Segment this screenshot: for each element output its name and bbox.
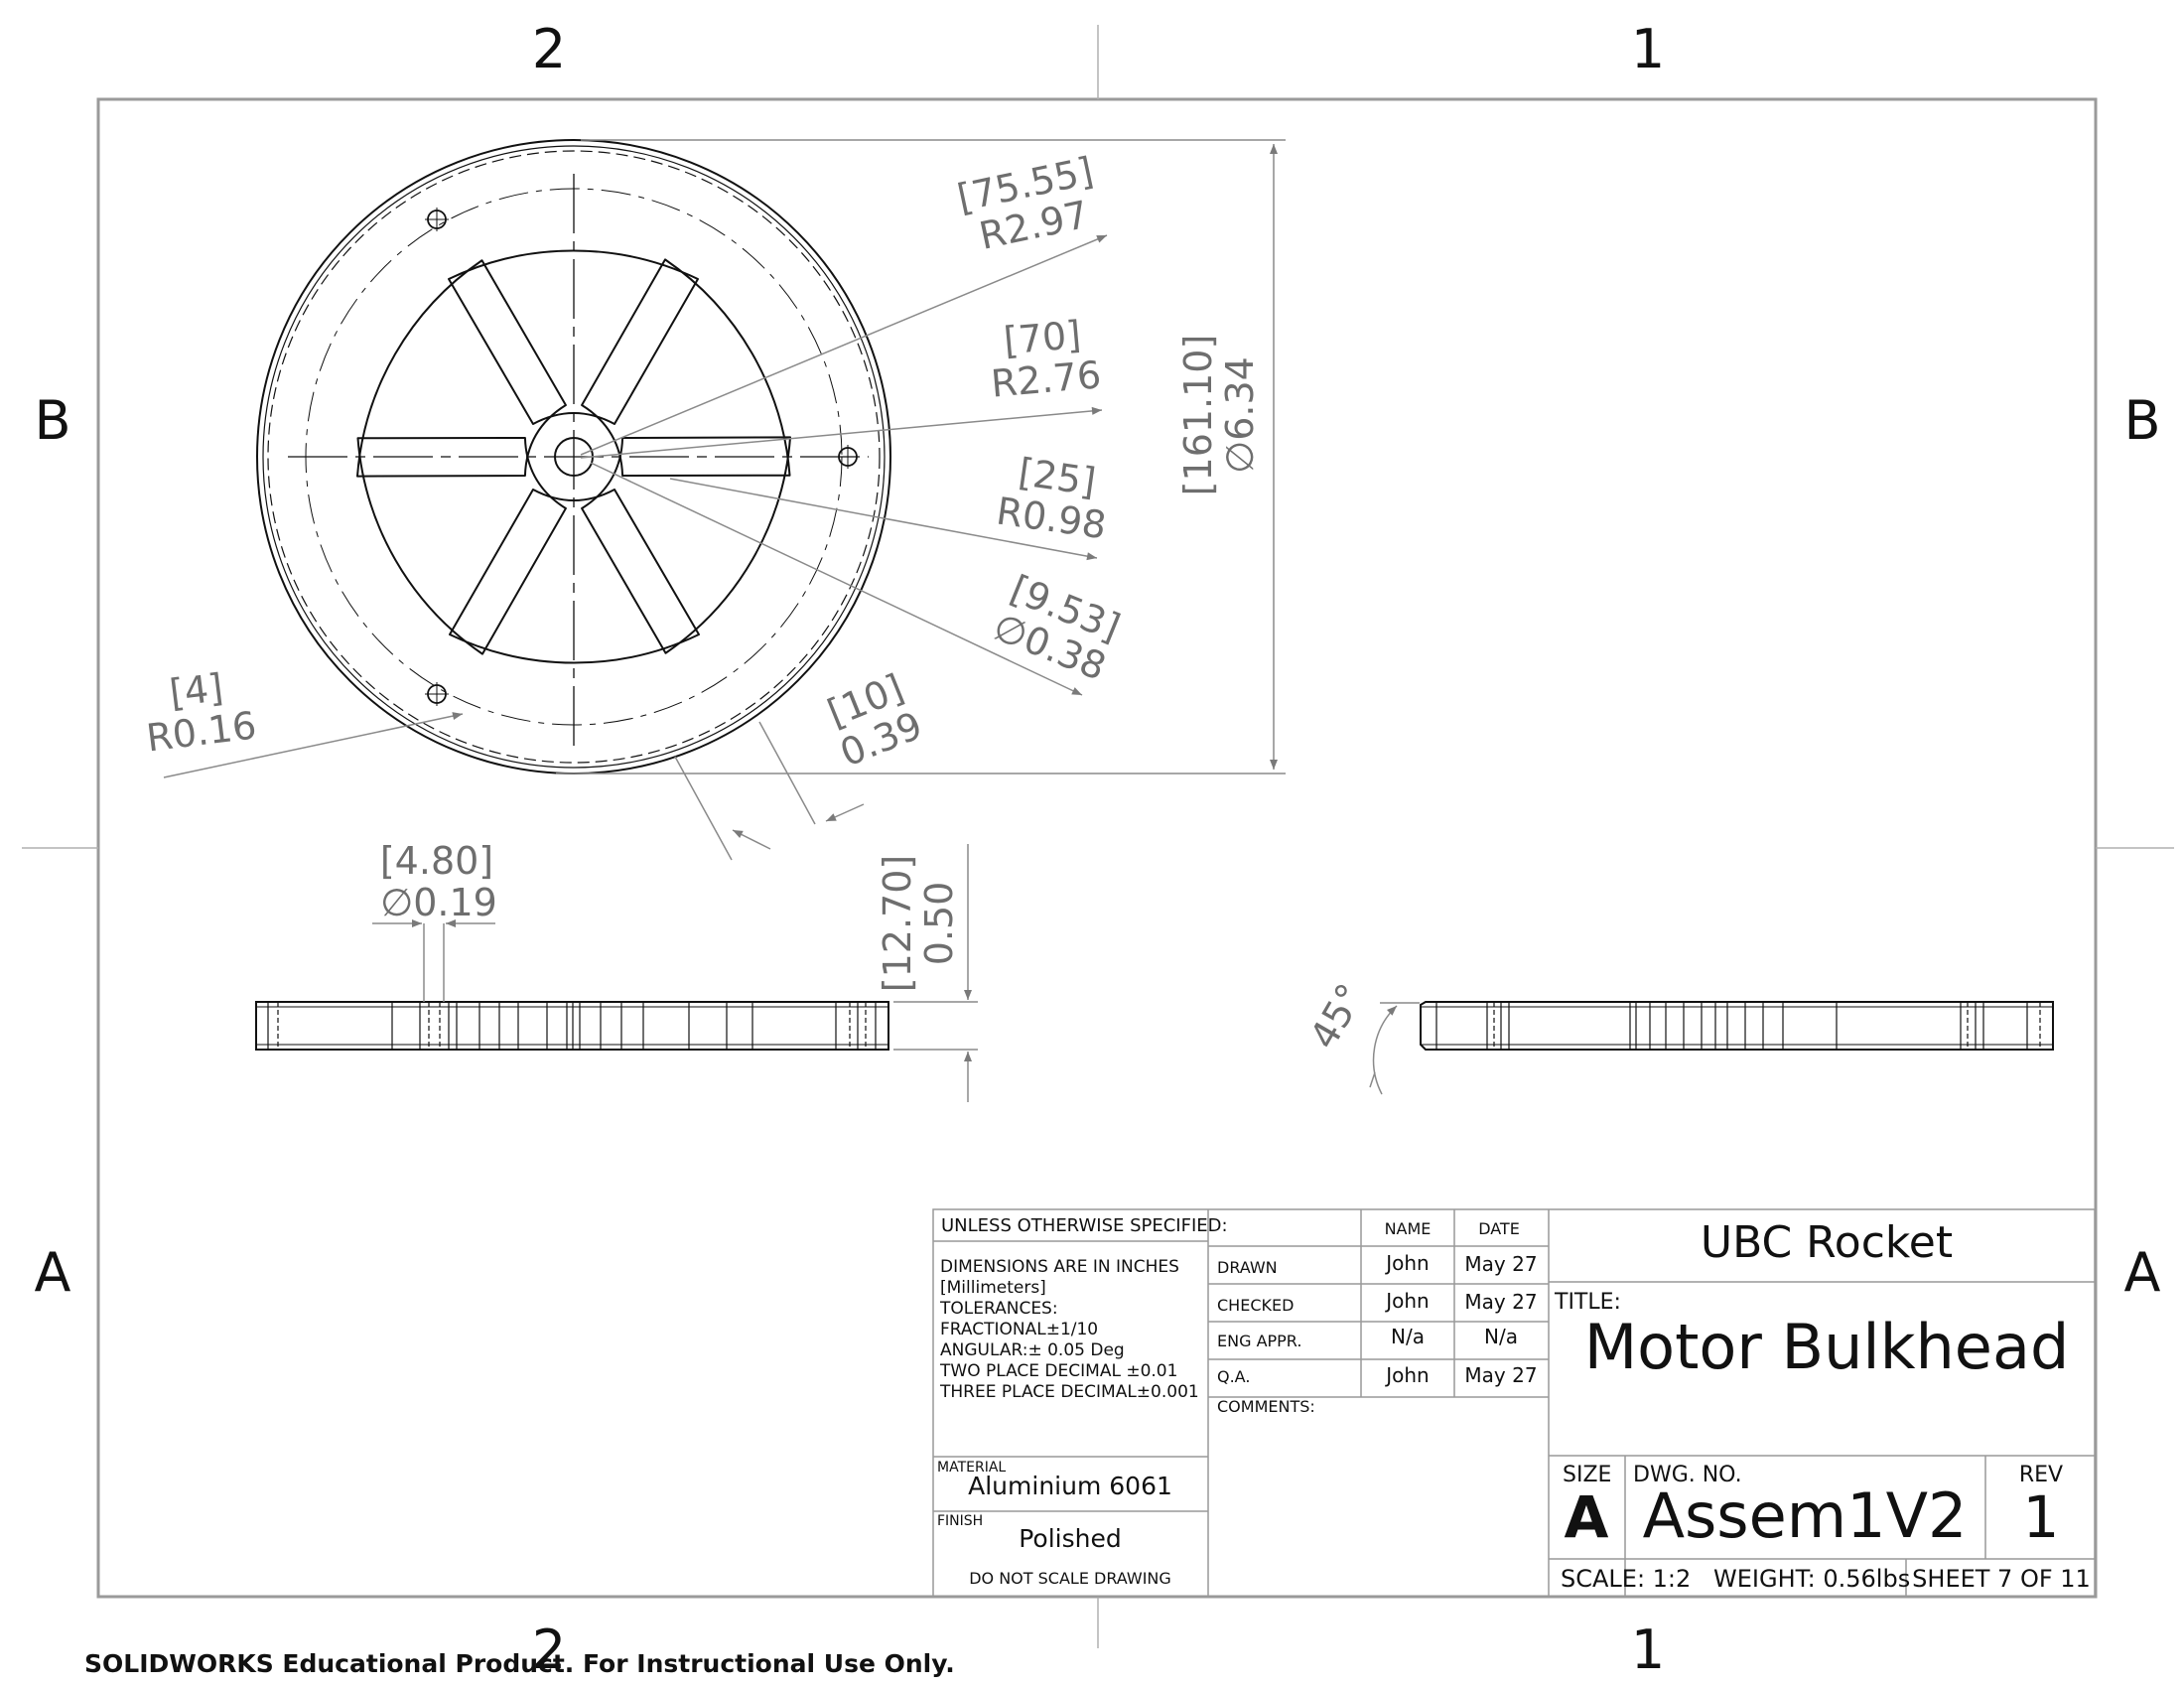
note-line: TWO PLACE DECIMAL ±0.01 bbox=[939, 1361, 1177, 1381]
dim-fillet-radius-mm: [25] bbox=[1016, 450, 1098, 503]
approval-date: N/a bbox=[1484, 1325, 1518, 1348]
dim-inner-radius-in: R2.76 bbox=[989, 352, 1102, 406]
side-view-right bbox=[1420, 1001, 2054, 1051]
finish-label: FINISH bbox=[937, 1513, 983, 1529]
zone-label-left-a: A bbox=[35, 1241, 71, 1304]
approval-date: May 27 bbox=[1464, 1363, 1537, 1387]
note-line: DIMENSIONS ARE IN INCHES bbox=[940, 1257, 1179, 1277]
material-label: MATERIAL bbox=[937, 1460, 1006, 1476]
approval-role: CHECKED bbox=[1217, 1296, 1294, 1315]
front-view-leaders bbox=[163, 139, 1286, 861]
zone-label-top-2: 2 bbox=[532, 18, 566, 80]
approval-name: John bbox=[1384, 1363, 1430, 1387]
do-not-scale-note: DO NOT SCALE DRAWING bbox=[969, 1569, 1171, 1588]
note-line: ANGULAR:± 0.05 Deg bbox=[940, 1340, 1125, 1360]
approval-date: May 27 bbox=[1464, 1252, 1537, 1276]
zone-label-left-b: B bbox=[34, 389, 70, 452]
dim-small-radius-in: R0.16 bbox=[144, 703, 259, 760]
dim-small-radius-mm: [4] bbox=[167, 665, 225, 715]
zone-label-right-a: A bbox=[2124, 1241, 2161, 1304]
sheet-value: SHEET 7 OF 11 bbox=[1912, 1565, 2091, 1593]
front-view bbox=[256, 139, 891, 774]
dim-thickness-in: 0.50 bbox=[917, 882, 961, 966]
approval-role: DRAWN bbox=[1217, 1258, 1278, 1277]
zone-label-bottom-2: 2 bbox=[532, 1618, 566, 1681]
zone-label-right-b: B bbox=[2123, 389, 2160, 452]
approval-name: John bbox=[1384, 1251, 1430, 1275]
dim-inner-radius-mm: [70] bbox=[1002, 313, 1083, 363]
zone-label-bottom-1: 1 bbox=[1631, 1618, 1665, 1681]
side-view-left bbox=[255, 1001, 889, 1051]
material-value: Aluminium 6061 bbox=[968, 1472, 1172, 1500]
rev-label: REV bbox=[2019, 1463, 2063, 1487]
name-header: NAME bbox=[1385, 1219, 1432, 1238]
dim-thickness-mm: [12.70] bbox=[876, 855, 919, 992]
approval-role: ENG APPR. bbox=[1217, 1332, 1301, 1350]
comments-label: COMMENTS: bbox=[1217, 1397, 1315, 1416]
educational-watermark: SOLIDWORKS Educational Product. For Inst… bbox=[84, 1649, 955, 1678]
side-view-left-leaders bbox=[372, 844, 978, 1102]
unless-specified-label: UNLESS OTHERWISE SPECIFIED: bbox=[941, 1215, 1228, 1236]
title-block-frame bbox=[932, 1208, 2096, 1598]
scale-value: SCALE: 1:2 bbox=[1561, 1565, 1691, 1593]
note-line: TOLERANCES: bbox=[939, 1299, 1058, 1319]
drawing-title: Motor Bulkhead bbox=[1584, 1311, 2070, 1383]
size-label: SIZE bbox=[1563, 1463, 1611, 1487]
approval-date: May 27 bbox=[1464, 1290, 1537, 1314]
dim-chamfer-angle: 45° bbox=[1301, 976, 1373, 1055]
rev-value: 1 bbox=[2023, 1483, 2060, 1551]
chamfer-angle-leader bbox=[1369, 1002, 1420, 1095]
dwg-no-label: DWG. NO. bbox=[1633, 1463, 1742, 1487]
note-line: [Millimeters] bbox=[940, 1278, 1046, 1298]
approval-name: John bbox=[1384, 1289, 1430, 1313]
front-view-dimensions: [75.55] R2.97 [70] R2.76 [25] R0.98 [9.5… bbox=[144, 149, 1262, 775]
dwg-no-value: Assem1V2 bbox=[1643, 1479, 1968, 1552]
dim-overall-dia-in: ∅6.34 bbox=[1218, 356, 1262, 474]
dim-bolt-hole-in: ∅0.19 bbox=[380, 881, 497, 924]
note-line: THREE PLACE DECIMAL±0.001 bbox=[939, 1382, 1199, 1402]
approval-role: Q.A. bbox=[1217, 1367, 1250, 1386]
dim-bolt-hole-mm: [4.80] bbox=[380, 839, 493, 883]
dim-overall-dia-mm: [161.10] bbox=[1176, 335, 1220, 496]
company-name: UBC Rocket bbox=[1701, 1217, 1953, 1268]
finish-value: Polished bbox=[1019, 1524, 1122, 1553]
zone-label-top-1: 1 bbox=[1631, 18, 1665, 80]
note-line: FRACTIONAL±1/10 bbox=[940, 1320, 1098, 1339]
approval-name: N/a bbox=[1391, 1325, 1425, 1348]
weight-value: WEIGHT: 0.56lbs bbox=[1713, 1565, 1910, 1593]
size-value: A bbox=[1565, 1483, 1609, 1551]
title-label: TITLE: bbox=[1554, 1290, 1621, 1315]
date-header: DATE bbox=[1478, 1219, 1520, 1238]
